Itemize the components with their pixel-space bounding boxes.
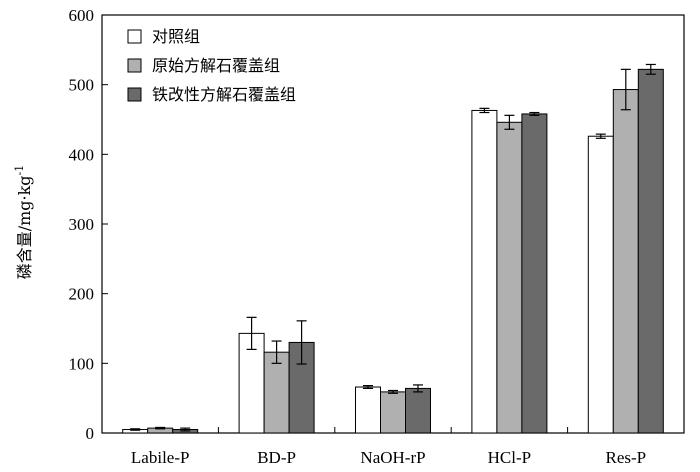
y-tick-label: 400 <box>69 145 95 164</box>
y-tick-label: 100 <box>69 354 95 373</box>
legend-swatch <box>127 29 142 44</box>
x-axis-ticks: Labile-P BD-P NaOH-rP HCl-P Res-P <box>131 427 646 467</box>
y-axis-label-sup: -1 <box>13 165 26 176</box>
bar <box>288 341 315 434</box>
legend-label: 铁改性方解石覆盖组 <box>152 85 296 104</box>
legend-label: 对照组 <box>152 27 200 46</box>
y-tick-label: 0 <box>86 424 95 443</box>
y-tick-label: 600 <box>69 6 95 25</box>
bar <box>521 113 548 434</box>
error-bars <box>130 63 656 432</box>
legend-swatch <box>127 58 142 73</box>
bar <box>471 109 498 434</box>
x-tick-label: Res-P <box>605 448 646 467</box>
legend-swatch <box>127 87 142 102</box>
bar <box>637 68 664 434</box>
bar <box>355 386 381 434</box>
y-axis-ticks: 0 100 200 300 400 500 600 <box>69 6 108 443</box>
x-tick-label: NaOH-rP <box>360 448 425 467</box>
y-tick-label: 200 <box>69 285 95 304</box>
legend-label: 原始方解石覆盖组 <box>152 56 280 75</box>
bar <box>263 351 290 434</box>
x-tick-label: Labile-P <box>131 448 190 467</box>
bar <box>587 135 614 434</box>
bar <box>405 387 431 434</box>
y-axis-label-main: 磷含量/mg·kg <box>15 175 34 279</box>
y-tick-label: 500 <box>69 76 95 95</box>
x-tick-label: HCl-P <box>488 448 531 467</box>
bar <box>380 391 406 434</box>
bar <box>496 121 523 434</box>
bars <box>122 68 664 434</box>
y-axis-label: 磷含量/mg·kg-1 <box>13 165 34 280</box>
x-tick-label: BD-P <box>257 448 296 467</box>
bar <box>612 89 639 434</box>
y-tick-label: 300 <box>69 215 95 234</box>
